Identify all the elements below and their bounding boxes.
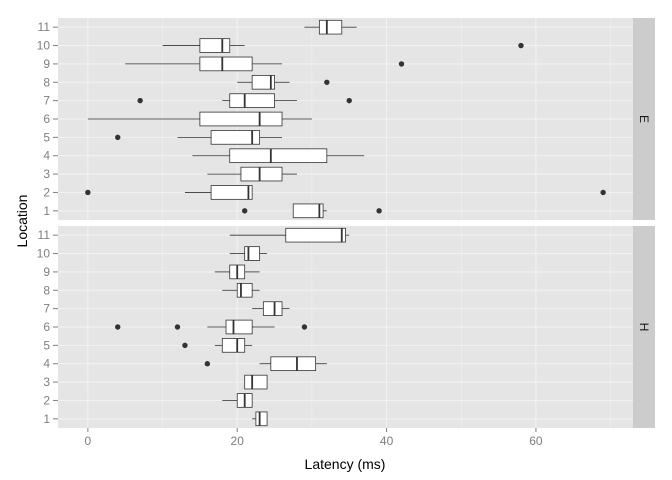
outlier-point — [115, 324, 121, 330]
y-tick-label: 5 — [43, 338, 50, 352]
outlier-point — [518, 42, 524, 49]
box-location-2 — [222, 393, 253, 408]
facet-strip-label: E — [637, 115, 651, 123]
x-tick-label: 0 — [85, 434, 92, 448]
outlier-point — [398, 61, 405, 67]
box-location-1 — [241, 203, 382, 219]
box-location-7 — [252, 301, 290, 316]
box-iqr — [318, 19, 343, 35]
outlier-point — [182, 342, 188, 349]
x-axis: 0 20 40 60 — [85, 428, 543, 448]
box-location-8 — [237, 74, 330, 90]
box-iqr — [225, 319, 253, 335]
y-tick-label: 2 — [43, 393, 50, 407]
box-location-7 — [137, 93, 352, 108]
facet-strip-label: H — [637, 323, 651, 332]
y-tick-label: 8 — [43, 75, 50, 89]
y-tick-label: 9 — [43, 265, 50, 279]
y-tick-label: 10 — [37, 39, 51, 53]
box-iqr — [221, 338, 246, 353]
outlier-point — [346, 97, 352, 104]
outlier-point — [115, 134, 121, 141]
outlier-point — [301, 324, 308, 330]
facet-panels: 1 2 3 4 5 6 7 8 9 10 11 E 1 2 3 4 5 6 7 8 9 10 11 H — [37, 18, 655, 428]
y-tick-label: 10 — [37, 247, 51, 261]
y-tick-label: 2 — [43, 185, 50, 199]
y-tick-label: 3 — [43, 167, 50, 181]
y-tick-label: 5 — [43, 130, 50, 144]
facet-strip — [633, 18, 655, 220]
y-tick-label: 6 — [43, 320, 50, 334]
box-location-1 — [252, 411, 268, 427]
box-iqr — [210, 130, 261, 145]
box-location-8 — [222, 282, 260, 298]
box-iqr — [199, 56, 253, 72]
box-location-11 — [229, 227, 350, 243]
box-location-10 — [229, 246, 268, 261]
box-location-10 — [162, 38, 524, 53]
outlier-point — [376, 208, 382, 214]
box-location-9 — [125, 56, 405, 72]
y-tick-label: 6 — [43, 112, 50, 126]
box-location-9 — [214, 264, 260, 280]
box-location-3 — [207, 166, 297, 182]
box-iqr — [262, 301, 283, 316]
facet-panel-E: 1 2 3 4 5 6 7 8 9 10 11 E — [37, 18, 655, 220]
box-iqr — [199, 38, 231, 53]
box-location-4 — [192, 148, 365, 164]
y-tick-label: 3 — [43, 375, 50, 389]
box-location-4 — [204, 356, 327, 372]
box-iqr — [244, 374, 268, 390]
box-iqr — [210, 185, 253, 200]
box-location-6 — [87, 111, 312, 127]
x-axis-title: Latency (ms) — [305, 456, 386, 472]
box-iqr — [236, 282, 253, 298]
outlier-point — [174, 324, 181, 330]
outlier-point — [137, 97, 143, 104]
y-tick-label: 1 — [43, 204, 50, 218]
y-tick-label: 7 — [43, 94, 50, 108]
y-tick-label: 4 — [43, 149, 50, 163]
box-location-2 — [85, 185, 606, 200]
box-location-5 — [182, 338, 253, 353]
facet-panel-H: 1 2 3 4 5 6 7 8 9 10 11 H — [37, 226, 655, 428]
box-iqr — [285, 227, 346, 243]
outlier-point — [204, 361, 211, 367]
box-iqr — [199, 111, 283, 127]
box-iqr — [229, 93, 275, 108]
facet-strip — [633, 226, 655, 428]
box-iqr — [240, 166, 283, 182]
x-tick-label: 60 — [529, 434, 543, 448]
y-tick-label: 7 — [43, 302, 50, 316]
outlier-point — [600, 189, 606, 196]
box-iqr — [292, 203, 324, 219]
y-tick-label: 11 — [38, 20, 51, 34]
outlier-point — [241, 208, 248, 214]
box-iqr — [270, 356, 317, 372]
outlier-point — [324, 79, 330, 85]
y-tick-label: 8 — [43, 283, 50, 297]
y-tick-label: 1 — [43, 412, 50, 426]
box-iqr — [244, 246, 261, 261]
y-tick-label: 4 — [43, 357, 50, 371]
x-tick-label: 20 — [231, 434, 245, 448]
y-tick-label: 9 — [43, 57, 50, 71]
x-tick-label: 40 — [380, 434, 394, 448]
box-location-3 — [244, 374, 268, 390]
y-tick-label: 11 — [38, 228, 51, 242]
outlier-point — [85, 189, 91, 196]
box-iqr — [229, 148, 328, 164]
box-location-11 — [304, 19, 357, 35]
box-location-6 — [115, 319, 308, 335]
box-iqr — [255, 411, 268, 427]
box-iqr — [251, 74, 275, 90]
box-location-5 — [115, 130, 283, 145]
y-axis-title: Location — [14, 195, 30, 248]
